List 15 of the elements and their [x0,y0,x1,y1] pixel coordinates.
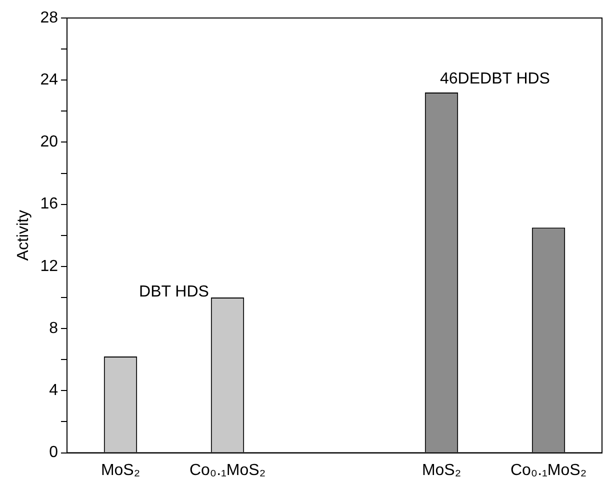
x-tick-label: MoS₂ [422,462,462,479]
y-tick-label: 12 [40,258,58,275]
y-tick-label: 0 [49,444,58,462]
y-tick-label: 24 [40,72,58,89]
y-tick-label: 16 [40,196,58,213]
y-axis-title: Activity [15,210,32,261]
annotation: 46DEDBT HDS [440,70,550,88]
y-tick-label: 4 [49,382,58,400]
y-tick-label: 28 [40,9,58,26]
y-tick-label: 20 [40,134,58,151]
x-tick-label: Co₀.₁MoS₂ [510,462,587,479]
x-tick-label: Co₀.₁MoS₂ [189,462,266,479]
annotation: DBT HDS [139,283,209,300]
x-tick-label: MoS₂ [100,462,140,479]
y-tick-label: 8 [49,320,58,337]
